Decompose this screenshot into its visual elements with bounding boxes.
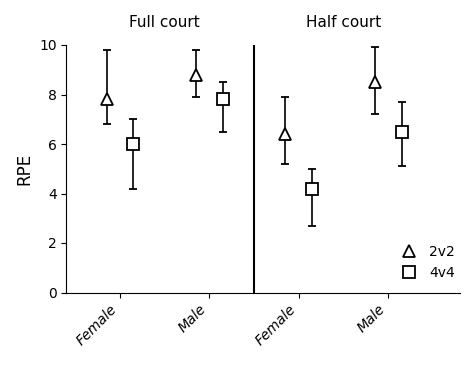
Text: Full court: Full court — [129, 15, 200, 30]
Y-axis label: RPE: RPE — [16, 153, 34, 185]
Legend: 2v2, 4v4: 2v2, 4v4 — [389, 240, 461, 285]
Text: Half court: Half court — [306, 15, 381, 30]
